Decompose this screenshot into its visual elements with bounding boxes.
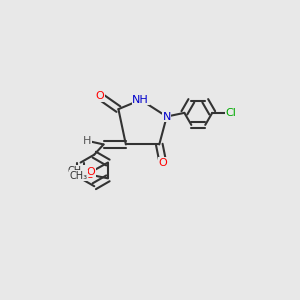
Text: O: O xyxy=(159,158,167,168)
Text: H: H xyxy=(83,136,91,146)
Text: N: N xyxy=(163,112,171,122)
Text: O: O xyxy=(85,169,94,180)
Text: O: O xyxy=(95,91,104,101)
Text: NH: NH xyxy=(132,95,149,105)
Text: CH₃: CH₃ xyxy=(69,170,87,181)
Text: CH₃: CH₃ xyxy=(67,166,86,176)
Text: Cl: Cl xyxy=(225,108,236,118)
Text: O: O xyxy=(87,167,96,177)
